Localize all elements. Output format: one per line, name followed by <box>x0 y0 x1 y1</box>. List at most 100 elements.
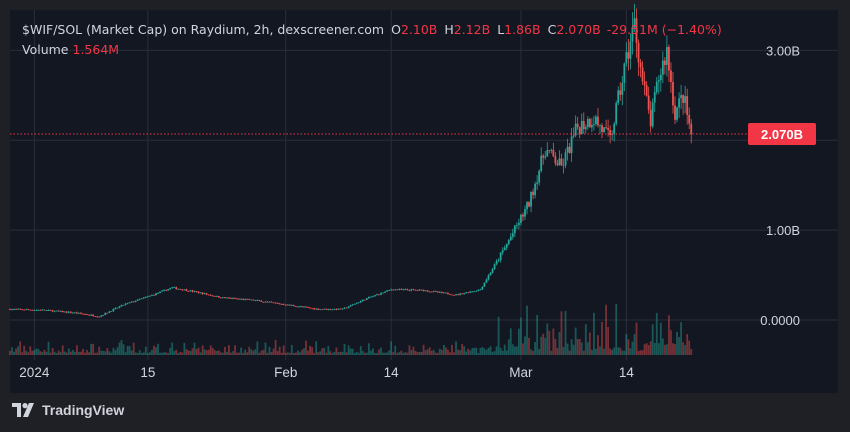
volume-bar <box>130 350 133 355</box>
candle-body <box>221 297 224 299</box>
candle-body <box>631 27 634 42</box>
candle-body <box>619 90 622 95</box>
volume-bar <box>189 351 192 355</box>
volume-bar <box>651 324 654 355</box>
candle-body <box>15 309 17 310</box>
volume-bar <box>550 350 553 355</box>
volume-bar <box>595 348 597 355</box>
symbol-title[interactable]: $WIF/SOL (Market Cap) on Raydium, 2h, de… <box>22 22 385 37</box>
candle-body <box>530 191 532 207</box>
candle-body <box>359 301 362 303</box>
candle-body <box>82 313 84 315</box>
volume-bar <box>552 328 555 355</box>
candle-body <box>661 60 664 75</box>
volume-bar <box>207 349 210 355</box>
volume-bar <box>307 350 309 355</box>
legend-volume-row: Volume 1.564M <box>22 40 722 60</box>
volume-bar <box>63 351 66 355</box>
open-value: 2.10B <box>400 22 438 37</box>
volume-bar <box>562 346 565 355</box>
candle-body <box>232 298 234 299</box>
volume-bar <box>609 348 612 355</box>
candle-body <box>260 300 263 302</box>
volume-bar <box>303 348 305 355</box>
volume-bar <box>359 346 362 355</box>
volume-bar <box>674 344 676 355</box>
candle-body <box>195 291 198 293</box>
candle-body <box>447 292 449 295</box>
volume-bar <box>116 347 119 355</box>
volume-bar <box>181 352 184 355</box>
volume-bar <box>35 348 38 355</box>
candle-body <box>94 316 97 317</box>
volume-bar <box>524 336 526 355</box>
candle-body <box>191 290 194 292</box>
tradingview-brand[interactable]: TradingView <box>12 402 124 418</box>
volume-bar <box>503 344 506 355</box>
candle-body <box>159 291 161 293</box>
candle-body <box>80 312 82 314</box>
volume-bar <box>641 350 644 355</box>
volume-bar <box>276 351 279 355</box>
candle-body <box>398 289 401 290</box>
candle-body <box>349 305 352 307</box>
candle-body <box>473 291 476 292</box>
tradingview-name: TradingView <box>42 402 125 418</box>
volume-bar <box>9 350 11 355</box>
candle-body <box>315 308 318 310</box>
volume-bar <box>323 347 326 355</box>
candle-body <box>528 202 530 207</box>
volume-bar <box>686 334 689 355</box>
candle-body <box>55 310 58 312</box>
volume-bar <box>526 305 528 355</box>
volume-bar <box>335 347 338 355</box>
volume-bar <box>92 343 95 355</box>
candle-body <box>568 146 571 153</box>
volume-bar <box>690 349 693 355</box>
volume-bar <box>177 352 180 355</box>
candle-body <box>651 102 654 127</box>
candle-body <box>590 124 593 128</box>
candle-body <box>134 300 137 302</box>
candle-body <box>511 233 514 237</box>
candle-body <box>406 289 409 291</box>
volume-bar <box>603 348 605 355</box>
volume-bar <box>294 352 297 355</box>
candle-body <box>424 290 427 292</box>
candle-body <box>319 309 322 311</box>
volume-bar <box>653 342 656 355</box>
candle-body <box>388 289 391 291</box>
candle-body <box>544 156 547 158</box>
candle-body <box>682 95 685 103</box>
candle-body <box>35 309 38 311</box>
volume-bar <box>205 350 208 355</box>
volume-bar <box>199 352 202 355</box>
candle-body <box>126 302 129 304</box>
volume-bar <box>236 352 238 355</box>
candle-body <box>495 260 498 265</box>
volume-bar <box>266 352 269 355</box>
candle-body <box>157 292 159 294</box>
candle-body <box>503 247 506 251</box>
volume-bar <box>438 348 441 355</box>
volume-bar <box>680 322 682 355</box>
candle-body <box>566 146 569 153</box>
candle-body <box>114 307 117 309</box>
volume-bar <box>209 345 212 355</box>
volume-bar <box>668 315 670 355</box>
candle-body <box>57 310 60 312</box>
volume-bar <box>682 342 685 355</box>
volume-bar <box>88 352 90 355</box>
volume-bar <box>659 322 662 355</box>
volume-bar <box>449 352 451 355</box>
candle-body <box>582 121 585 130</box>
candle-body <box>268 301 271 303</box>
volume-bar <box>341 351 344 355</box>
candle-body <box>290 305 293 307</box>
volume-bar <box>122 344 125 355</box>
candle-body <box>187 290 190 292</box>
volume-value: 1.564M <box>72 42 120 57</box>
candle-body <box>211 295 214 297</box>
volume-bar <box>301 349 303 355</box>
